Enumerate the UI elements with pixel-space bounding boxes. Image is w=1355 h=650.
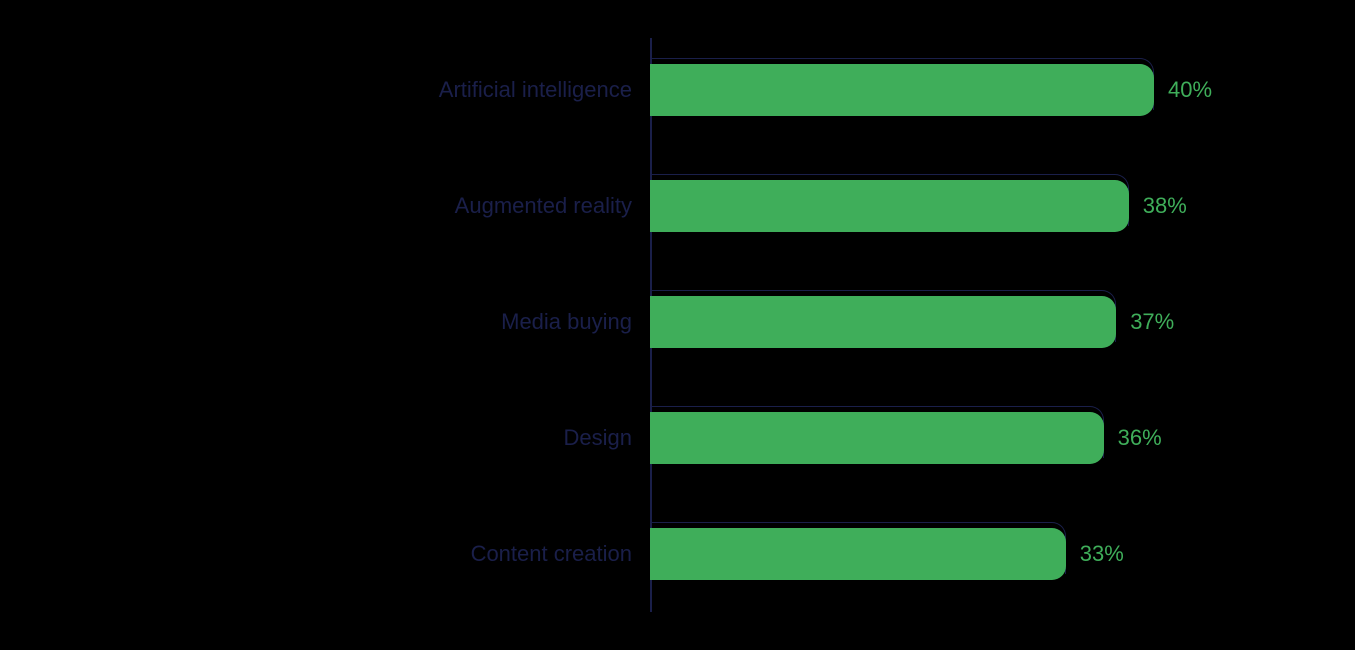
bar-row: Augmented reality 38%: [0, 180, 1355, 232]
bar-row: Media buying 37%: [0, 296, 1355, 348]
value-label: 36%: [1118, 425, 1162, 451]
category-label: Content creation: [471, 541, 632, 567]
category-label: Media buying: [501, 309, 632, 335]
category-label: Artificial intelligence: [439, 77, 632, 103]
category-label: Design: [564, 425, 632, 451]
value-label: 38%: [1143, 193, 1187, 219]
value-label: 37%: [1130, 309, 1174, 335]
value-label: 40%: [1168, 77, 1212, 103]
bar-row: Artificial intelligence 40%: [0, 64, 1355, 116]
bar-fill: [650, 528, 1066, 580]
category-label: Augmented reality: [455, 193, 632, 219]
bar-row: Design 36%: [0, 412, 1355, 464]
bar-fill: [650, 64, 1154, 116]
value-label: 33%: [1080, 541, 1124, 567]
bar-fill: [650, 412, 1104, 464]
bar-fill: [650, 296, 1116, 348]
horizontal-bar-chart: Artificial intelligence 40% Augmented real…: [0, 0, 1355, 650]
bar-fill: [650, 180, 1129, 232]
bar-row: Content creation 33%: [0, 528, 1355, 580]
